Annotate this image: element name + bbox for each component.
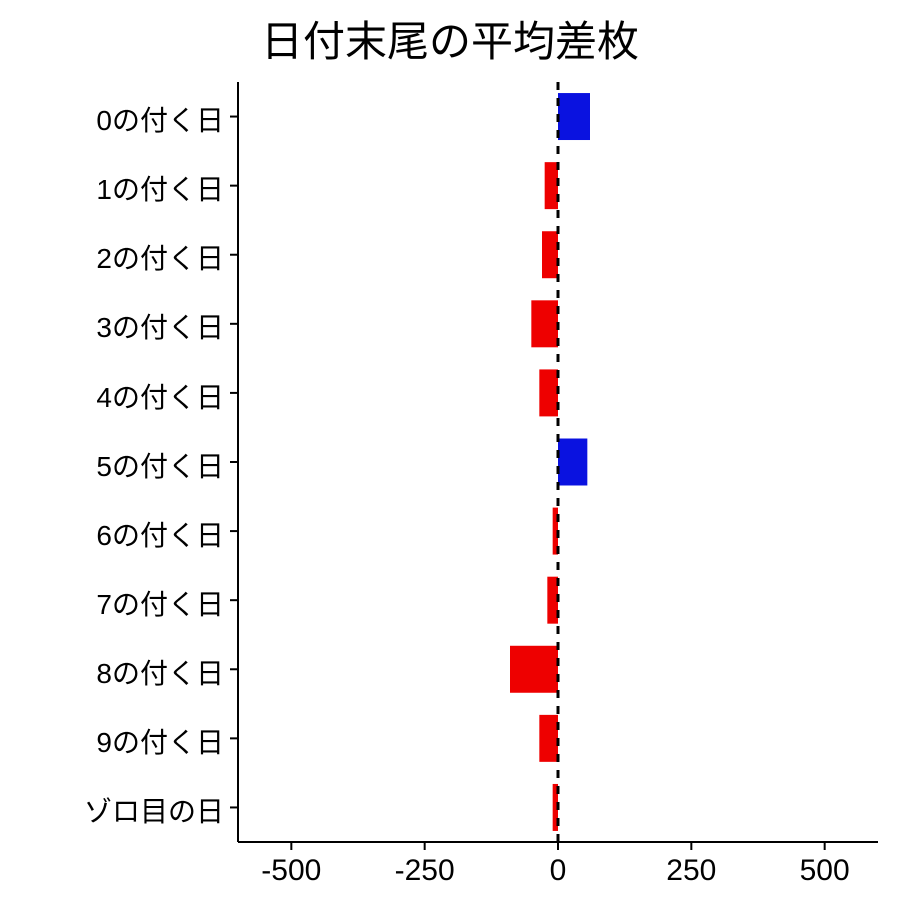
x-axis-label: 250 [666,854,716,888]
y-axis-label: 0の付く日 [96,99,224,139]
bar [547,577,558,624]
bar [531,300,558,347]
x-axis-label: 0 [550,854,567,888]
bar [510,646,558,693]
y-axis-label: 3の付く日 [96,306,224,346]
x-axis-label: -500 [261,854,321,888]
y-axis-label: 7の付く日 [96,583,224,623]
y-axis-label: 9の付く日 [96,721,224,761]
bar [539,715,558,762]
y-axis-label: 1の付く日 [96,168,224,208]
x-axis-label: -250 [395,854,455,888]
y-axis-label: 4の付く日 [96,376,224,416]
chart-title: 日付末尾の平均差枚 [0,8,900,69]
y-axis-label: 6の付く日 [96,514,224,554]
x-axis-label: 500 [800,854,850,888]
y-axis-label: 8の付く日 [96,652,224,692]
bar [558,93,590,140]
bar [539,369,558,416]
y-axis-label: ゾロ目の日 [84,790,224,830]
chart-plot [229,82,879,852]
bar [542,231,558,278]
y-axis-label: 2の付く日 [96,237,224,277]
y-axis-label: 5の付く日 [96,445,224,485]
bar [558,439,587,486]
bar [545,162,558,209]
